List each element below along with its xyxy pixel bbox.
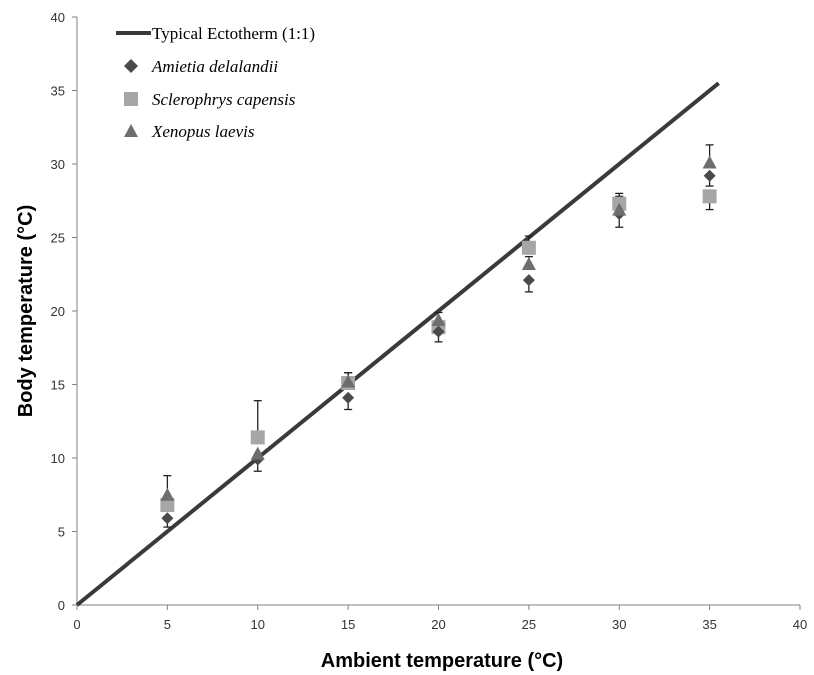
point-diamond [703,169,716,182]
y-tick-label: 35 [51,84,65,99]
x-tick-label: 10 [251,617,265,632]
point-diamond [342,391,355,404]
point-triangle [160,487,175,501]
reference-line-1to1 [75,81,720,607]
point-triangle [702,155,717,169]
y-tick-label: 25 [51,231,65,246]
point-square [250,430,265,445]
x-tick-label: 30 [612,617,626,632]
point-square [521,240,536,255]
point-square [702,189,717,204]
y-axis-ticks: 0 5 10 15 20 25 30 35 40 [51,10,77,613]
legend-label-reference: Typical Ectotherm (1:1) [152,24,315,43]
y-tick-label: 30 [51,157,65,172]
y-tick-label: 15 [51,378,65,393]
legend-label-series-2: Sclerophrys capensis [152,90,296,109]
y-tick-label: 0 [58,598,65,613]
legend: Typical Ectotherm (1:1) Amietia delaland… [116,24,315,141]
x-tick-label: 15 [341,617,355,632]
x-tick-label: 5 [164,617,171,632]
point-diamond [432,325,445,338]
legend-triangle-icon [124,124,138,137]
point-diamond [161,512,174,525]
x-axis-title: Ambient temperature (°C) [321,650,563,672]
data-points [160,155,717,525]
point-triangle [431,312,446,326]
legend-label-series-1: Amietia delalandii [151,57,278,76]
x-tick-label: 25 [522,617,536,632]
y-tick-label: 20 [51,304,65,319]
y-tick-label: 5 [58,525,65,540]
legend-diamond-icon [124,59,138,73]
legend-square-icon [124,92,138,106]
x-tick-label: 0 [73,617,80,632]
point-triangle [612,202,627,216]
point-diamond [522,274,535,287]
x-axis-ticks: 0 5 10 15 20 25 30 35 40 [73,605,807,632]
legend-label-series-3: Xenopus laevis [151,122,255,141]
y-tick-label: 10 [51,451,65,466]
x-tick-label: 35 [702,617,716,632]
x-tick-label: 20 [431,617,445,632]
x-tick-label: 40 [793,617,807,632]
point-triangle [521,256,536,270]
point-square [160,498,175,513]
y-axis-title: Body temperature (°C) [15,205,37,417]
y-tick-label: 40 [51,10,65,25]
point-triangle [250,446,265,460]
point-triangle [341,374,356,388]
